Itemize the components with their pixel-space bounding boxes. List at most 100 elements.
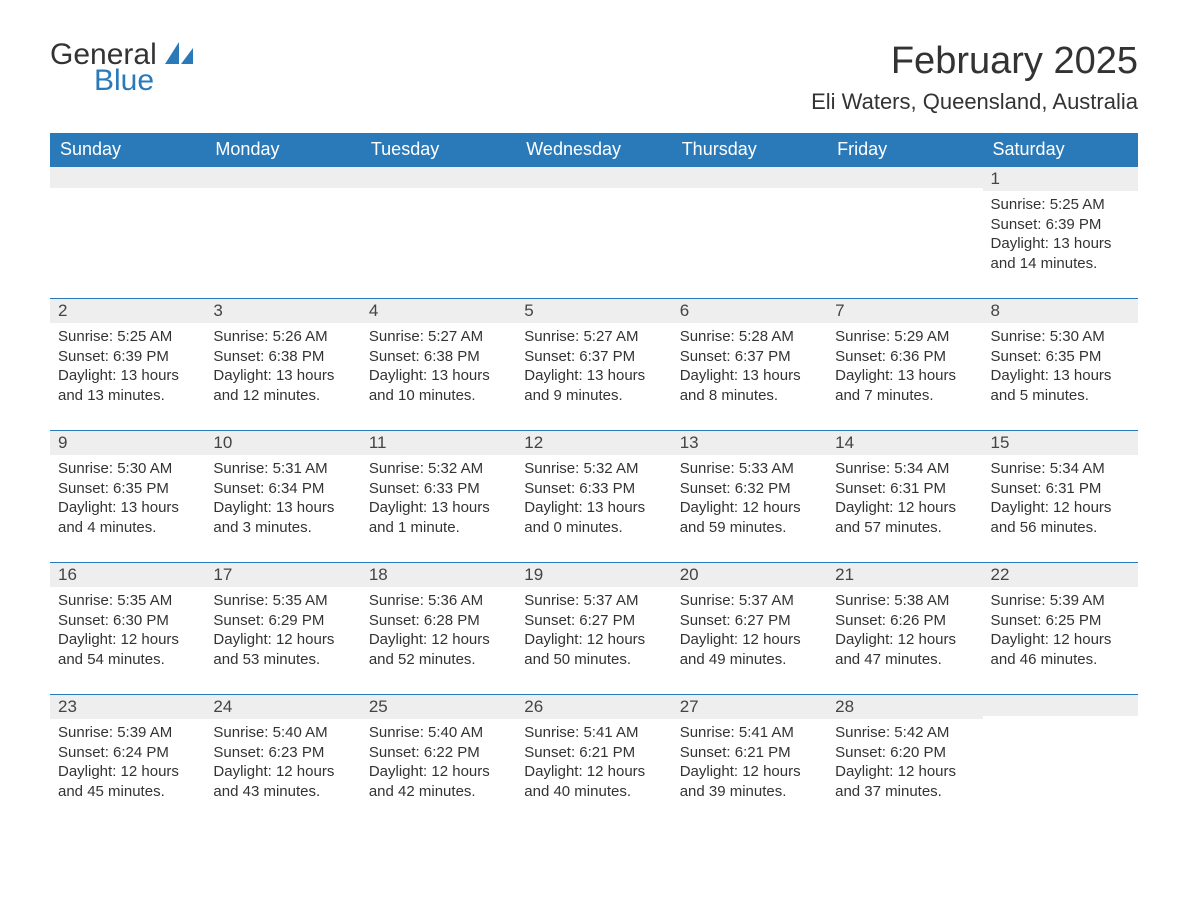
calendar-day-cell: 4Sunrise: 5:27 AMSunset: 6:38 PMDaylight…	[361, 298, 516, 430]
day-details: Sunrise: 5:32 AMSunset: 6:33 PMDaylight:…	[361, 455, 516, 545]
sunset-text: Sunset: 6:24 PM	[58, 743, 197, 763]
day-details: Sunrise: 5:26 AMSunset: 6:38 PMDaylight:…	[205, 323, 360, 413]
daylight-text: Daylight: 12 hours and 57 minutes.	[835, 498, 974, 537]
sunset-text: Sunset: 6:25 PM	[991, 611, 1130, 631]
day-details: Sunrise: 5:39 AMSunset: 6:24 PMDaylight:…	[50, 719, 205, 809]
sunset-text: Sunset: 6:21 PM	[680, 743, 819, 763]
calendar-body: 1Sunrise: 5:25 AMSunset: 6:39 PMDaylight…	[50, 166, 1138, 826]
sunrise-text: Sunrise: 5:27 AM	[524, 327, 663, 347]
sunrise-text: Sunrise: 5:40 AM	[213, 723, 352, 743]
sunrise-text: Sunrise: 5:36 AM	[369, 591, 508, 611]
sunset-text: Sunset: 6:39 PM	[58, 347, 197, 367]
day-number: 23	[50, 694, 205, 719]
day-number: 5	[516, 298, 671, 323]
sunrise-text: Sunrise: 5:30 AM	[991, 327, 1130, 347]
sunrise-text: Sunrise: 5:25 AM	[58, 327, 197, 347]
day-number: 6	[672, 298, 827, 323]
daylight-text: Daylight: 12 hours and 52 minutes.	[369, 630, 508, 669]
day-number: 7	[827, 298, 982, 323]
calendar-day-cell: 14Sunrise: 5:34 AMSunset: 6:31 PMDayligh…	[827, 430, 982, 562]
calendar-day-cell: 9Sunrise: 5:30 AMSunset: 6:35 PMDaylight…	[50, 430, 205, 562]
sunrise-text: Sunrise: 5:39 AM	[58, 723, 197, 743]
calendar-day-cell: 15Sunrise: 5:34 AMSunset: 6:31 PMDayligh…	[983, 430, 1138, 562]
sunset-text: Sunset: 6:21 PM	[524, 743, 663, 763]
calendar-day-cell: 20Sunrise: 5:37 AMSunset: 6:27 PMDayligh…	[672, 562, 827, 694]
weekday-header: Monday	[205, 133, 360, 166]
day-details: Sunrise: 5:41 AMSunset: 6:21 PMDaylight:…	[516, 719, 671, 809]
sunrise-text: Sunrise: 5:34 AM	[991, 459, 1130, 479]
daylight-text: Daylight: 12 hours and 40 minutes.	[524, 762, 663, 801]
day-number: 18	[361, 562, 516, 587]
day-number: 20	[672, 562, 827, 587]
daylight-text: Daylight: 13 hours and 8 minutes.	[680, 366, 819, 405]
calendar-day-cell: 21Sunrise: 5:38 AMSunset: 6:26 PMDayligh…	[827, 562, 982, 694]
day-details	[672, 188, 827, 200]
calendar-day-cell: 6Sunrise: 5:28 AMSunset: 6:37 PMDaylight…	[672, 298, 827, 430]
sunrise-text: Sunrise: 5:33 AM	[680, 459, 819, 479]
day-details: Sunrise: 5:30 AMSunset: 6:35 PMDaylight:…	[50, 455, 205, 545]
daylight-text: Daylight: 13 hours and 12 minutes.	[213, 366, 352, 405]
calendar-day-cell	[672, 166, 827, 298]
calendar-day-cell: 13Sunrise: 5:33 AMSunset: 6:32 PMDayligh…	[672, 430, 827, 562]
calendar-day-cell: 19Sunrise: 5:37 AMSunset: 6:27 PMDayligh…	[516, 562, 671, 694]
day-details: Sunrise: 5:39 AMSunset: 6:25 PMDaylight:…	[983, 587, 1138, 677]
day-number	[516, 166, 671, 188]
calendar-day-cell: 17Sunrise: 5:35 AMSunset: 6:29 PMDayligh…	[205, 562, 360, 694]
calendar-week-row: 1Sunrise: 5:25 AMSunset: 6:39 PMDaylight…	[50, 166, 1138, 298]
sunset-text: Sunset: 6:37 PM	[680, 347, 819, 367]
day-number	[50, 166, 205, 188]
sunset-text: Sunset: 6:35 PM	[58, 479, 197, 499]
day-number	[361, 166, 516, 188]
daylight-text: Daylight: 12 hours and 37 minutes.	[835, 762, 974, 801]
day-details	[205, 188, 360, 200]
sunrise-text: Sunrise: 5:37 AM	[524, 591, 663, 611]
weekday-header: Friday	[827, 133, 982, 166]
day-number: 27	[672, 694, 827, 719]
day-number: 9	[50, 430, 205, 455]
sunrise-text: Sunrise: 5:31 AM	[213, 459, 352, 479]
sunset-text: Sunset: 6:27 PM	[524, 611, 663, 631]
day-details: Sunrise: 5:35 AMSunset: 6:29 PMDaylight:…	[205, 587, 360, 677]
daylight-text: Daylight: 13 hours and 1 minute.	[369, 498, 508, 537]
day-details: Sunrise: 5:30 AMSunset: 6:35 PMDaylight:…	[983, 323, 1138, 413]
sunset-text: Sunset: 6:31 PM	[835, 479, 974, 499]
day-details: Sunrise: 5:27 AMSunset: 6:37 PMDaylight:…	[516, 323, 671, 413]
sunset-text: Sunset: 6:37 PM	[524, 347, 663, 367]
day-details	[361, 188, 516, 200]
day-number: 25	[361, 694, 516, 719]
sunset-text: Sunset: 6:28 PM	[369, 611, 508, 631]
sunrise-text: Sunrise: 5:35 AM	[213, 591, 352, 611]
sunset-text: Sunset: 6:38 PM	[369, 347, 508, 367]
calendar-day-cell: 10Sunrise: 5:31 AMSunset: 6:34 PMDayligh…	[205, 430, 360, 562]
day-number: 24	[205, 694, 360, 719]
sunrise-text: Sunrise: 5:39 AM	[991, 591, 1130, 611]
day-details	[827, 188, 982, 200]
calendar-day-cell	[50, 166, 205, 298]
day-details: Sunrise: 5:35 AMSunset: 6:30 PMDaylight:…	[50, 587, 205, 677]
sunset-text: Sunset: 6:32 PM	[680, 479, 819, 499]
header: General Blue February 2025 Eli Waters, Q…	[50, 40, 1138, 115]
day-number: 26	[516, 694, 671, 719]
calendar-table: Sunday Monday Tuesday Wednesday Thursday…	[50, 133, 1138, 826]
calendar-week-row: 9Sunrise: 5:30 AMSunset: 6:35 PMDaylight…	[50, 430, 1138, 562]
day-number: 21	[827, 562, 982, 587]
day-details: Sunrise: 5:27 AMSunset: 6:38 PMDaylight:…	[361, 323, 516, 413]
sunrise-text: Sunrise: 5:27 AM	[369, 327, 508, 347]
calendar-day-cell: 28Sunrise: 5:42 AMSunset: 6:20 PMDayligh…	[827, 694, 982, 826]
sunset-text: Sunset: 6:23 PM	[213, 743, 352, 763]
weekday-header: Thursday	[672, 133, 827, 166]
day-number: 22	[983, 562, 1138, 587]
month-title: February 2025	[811, 40, 1138, 83]
daylight-text: Daylight: 13 hours and 9 minutes.	[524, 366, 663, 405]
day-details: Sunrise: 5:32 AMSunset: 6:33 PMDaylight:…	[516, 455, 671, 545]
day-details: Sunrise: 5:29 AMSunset: 6:36 PMDaylight:…	[827, 323, 982, 413]
day-number: 3	[205, 298, 360, 323]
day-number	[827, 166, 982, 188]
calendar-week-row: 23Sunrise: 5:39 AMSunset: 6:24 PMDayligh…	[50, 694, 1138, 826]
logo-text-2: Blue	[94, 66, 193, 96]
calendar-day-cell: 16Sunrise: 5:35 AMSunset: 6:30 PMDayligh…	[50, 562, 205, 694]
sunset-text: Sunset: 6:30 PM	[58, 611, 197, 631]
calendar-week-row: 16Sunrise: 5:35 AMSunset: 6:30 PMDayligh…	[50, 562, 1138, 694]
day-details	[50, 188, 205, 200]
sunrise-text: Sunrise: 5:42 AM	[835, 723, 974, 743]
